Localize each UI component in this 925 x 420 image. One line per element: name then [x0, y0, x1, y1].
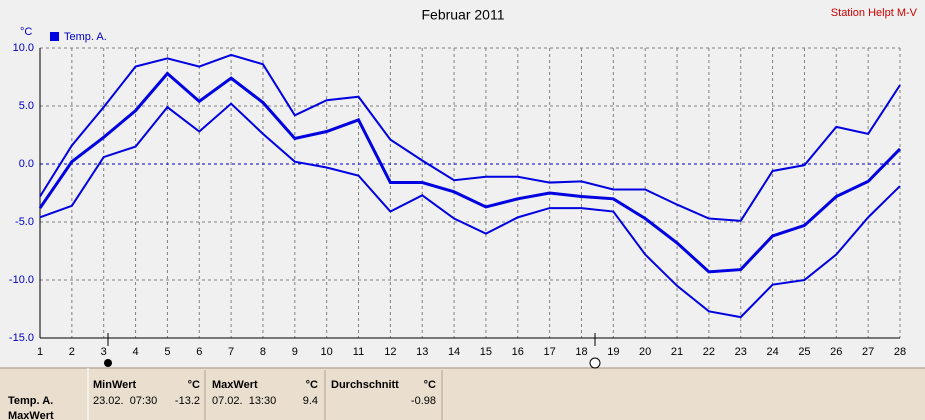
x-tick-label: 5: [164, 346, 170, 358]
x-tick-label: 17: [544, 346, 556, 358]
y-tick-label: 5.0: [19, 100, 34, 112]
cell-date: 23.02. 07:30: [93, 395, 157, 407]
y-tick-label: 10.0: [13, 42, 34, 54]
x-tick-label: 1: [37, 346, 43, 358]
cell-value: -13.2: [175, 395, 200, 407]
y-tick-label: -10.0: [9, 274, 34, 286]
x-tick-label: 24: [766, 346, 778, 358]
x-tick-label: 3: [101, 346, 107, 358]
series-line: [38, 71, 902, 274]
y-tick-label: -5.0: [15, 216, 34, 228]
x-tick-label: 27: [862, 346, 874, 358]
row-label: MaxWert: [8, 410, 54, 420]
x-tick-label: 28: [894, 346, 906, 358]
x-tick-label: 11: [353, 346, 364, 358]
column-header: MaxWert: [212, 379, 258, 391]
chart-title: Februar 2011: [421, 7, 504, 23]
x-tick-label: 8: [260, 346, 266, 358]
x-tick-label: 14: [448, 346, 460, 358]
x-tick-label: 12: [384, 346, 396, 358]
x-tick-label: 21: [671, 346, 683, 358]
moon-icon: [589, 357, 601, 369]
x-tick-label: 15: [480, 346, 492, 358]
column-unit: °C: [306, 379, 318, 391]
series-line: [39, 102, 901, 319]
x-tick-label: 7: [228, 346, 234, 358]
series-line: [39, 53, 901, 222]
legend-label: Temp. A.: [64, 31, 107, 43]
column-unit: °C: [424, 379, 436, 391]
x-tick-label: 18: [575, 346, 587, 358]
summary-panel: [0, 368, 925, 420]
cell-value: -0.98: [411, 395, 436, 407]
x-tick-label: 23: [735, 346, 747, 358]
legend-swatch: [50, 32, 59, 41]
x-tick-label: 22: [703, 346, 715, 358]
x-tick-label: 10: [321, 346, 333, 358]
x-tick-label: 13: [416, 346, 428, 358]
x-tick-label: 9: [292, 346, 298, 358]
y-tick-label: -15.0: [9, 332, 34, 344]
x-tick-label: 26: [830, 346, 842, 358]
x-tick-label: 6: [196, 346, 202, 358]
cell-date: 07.02. 13:30: [212, 395, 276, 407]
row-label: Temp. A.: [8, 395, 53, 407]
x-tick-label: 25: [798, 346, 810, 358]
y-tick-label: 0.0: [19, 158, 34, 170]
column-unit: °C: [188, 379, 200, 391]
x-tick-label: 4: [132, 346, 138, 358]
x-tick-label: 2: [69, 346, 75, 358]
moon-icon: [104, 359, 112, 367]
x-tick-label: 19: [607, 346, 619, 358]
x-tick-label: 20: [639, 346, 651, 358]
x-tick-label: 16: [512, 346, 524, 358]
column-header: MinWert: [93, 379, 137, 391]
cell-value: 9.4: [303, 395, 318, 407]
y-axis-label: °C: [20, 26, 32, 38]
station-name: Station Helpt M-V: [831, 7, 918, 19]
column-header: Durchschnitt: [331, 379, 399, 391]
